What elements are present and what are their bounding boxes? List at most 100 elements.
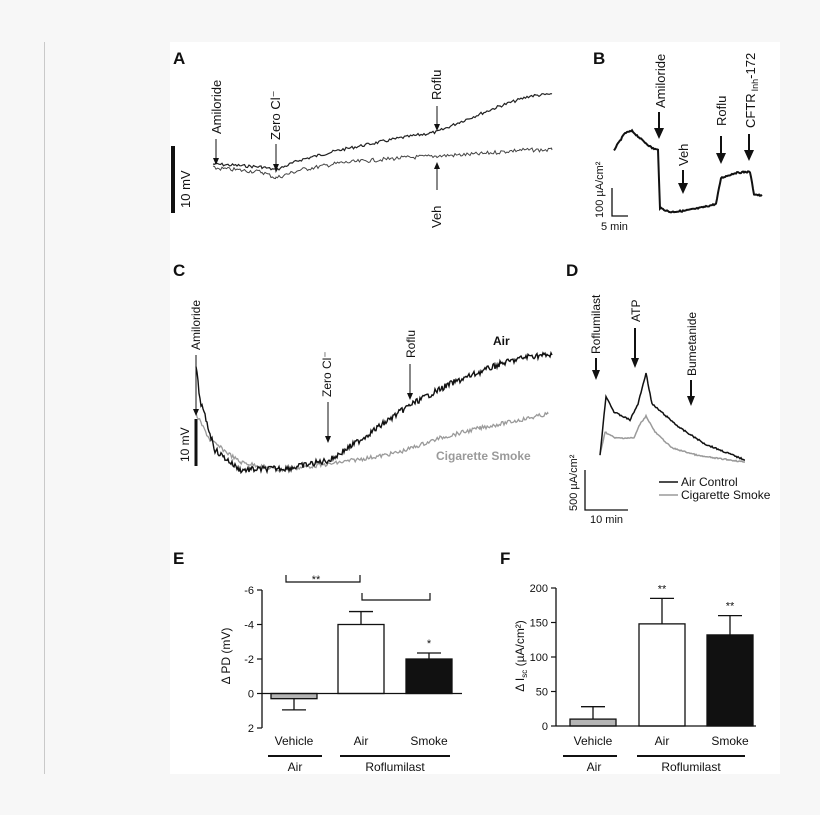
panel-f-sig-smoke: ** <box>726 601 735 613</box>
panel-f-label: F <box>500 549 510 568</box>
panel-b-roflu-label: Roflu <box>714 96 729 126</box>
panel-b-cftr-label: CFTRInh-172 <box>743 53 760 128</box>
panel-e-ytick-label: 2 <box>248 723 254 735</box>
panel-f: F Δ Isc (µA/cm²) 0 50 100 150 200 Vehicle ** A… <box>500 549 756 774</box>
panel-d-scale-bar <box>584 470 628 511</box>
panel-a-trace-roflu <box>212 92 553 174</box>
panel-c-zerocl-arrowhead <box>325 436 331 443</box>
panel-e-category-smoke: Smoke <box>410 734 448 748</box>
panel-d-legend-air: Air Control <box>681 475 738 489</box>
panel-b: B Amiloride Veh Roflu CFTRInh-172 100 µA… <box>593 49 763 233</box>
panel-d-roflumilast-arrowhead <box>592 370 600 380</box>
panel-e: E Δ PD (mV) -6 -4 -2 0 2 Vehicle Air * Smoke **… <box>173 549 462 774</box>
panel-d-trace-smoke <box>599 413 745 463</box>
panel-e-sig-smoke: * <box>427 638 432 650</box>
panel-c: C 10 mV Amiloride Zero Cl⁻ Roflu Air Cig… <box>173 261 553 475</box>
panel-a-trace-veh <box>212 147 553 180</box>
panel-f-bar-smoke <box>706 634 754 727</box>
panel-a: A 10 mV Amiloride Zero Cl⁻ Roflu Veh <box>171 49 553 228</box>
panel-f-group-roflumilast: Roflumilast <box>661 760 721 774</box>
panel-e-ytick-label: -4 <box>244 620 254 632</box>
panel-f-bar-vehicle <box>569 718 617 727</box>
panel-e-label: E <box>173 549 184 568</box>
panel-f-ytick-label: 0 <box>542 721 548 733</box>
panel-b-amiloride-label: Amiloride <box>653 54 668 108</box>
panel-b-scale-x-label: 5 min <box>601 221 628 233</box>
panel-a-roflu-arrowhead <box>434 124 440 131</box>
panel-c-scale-label: 10 mV <box>178 427 192 462</box>
panel-f-sig-air: ** <box>658 583 667 595</box>
panel-f-ylabel: Δ Isc (µA/cm²) <box>513 620 529 692</box>
panel-c-air-label: Air <box>493 334 510 348</box>
panel-e-bars: Vehicle Air * Smoke <box>262 610 462 748</box>
panel-b-scale-y-label: 100 µA/cm² <box>594 161 606 218</box>
panel-a-zerocl-label: Zero Cl⁻ <box>268 91 283 140</box>
panel-d-legend-smoke: Cigarette Smoke <box>681 488 771 502</box>
divider <box>44 42 45 774</box>
panel-c-roflu-label: Roflu <box>404 330 418 358</box>
panel-d-roflumilast-label: Roflumilast <box>589 294 603 354</box>
panel-e-bar-smoke <box>405 658 453 695</box>
panel-e-category-air: Air <box>354 734 369 748</box>
panel-e-group-air: Air <box>288 760 303 774</box>
panel-e-bracket-2 <box>361 593 431 601</box>
panel-f-ytick-label: 200 <box>530 583 548 595</box>
panel-a-veh-label: Veh <box>429 206 444 228</box>
panel-c-roflu-arrowhead <box>407 393 413 400</box>
panel-e-bar-air <box>337 623 385 695</box>
panel-b-trace <box>613 128 763 214</box>
panel-f-category-smoke: Smoke <box>711 734 749 748</box>
panel-c-zerocl-label: Zero Cl⁻ <box>320 351 334 397</box>
panel-e-category-vehicle: Vehicle <box>275 734 314 748</box>
panel-e-ticks: -6 -4 -2 0 2 <box>244 585 262 735</box>
panel-e-ylabel: Δ PD (mV) <box>219 628 233 685</box>
panel-e-bar-vehicle <box>270 692 318 700</box>
panel-e-bracket-1-label: ** <box>312 574 321 586</box>
panel-f-ytick-label: 50 <box>536 687 548 699</box>
panel-c-trace-smoke <box>195 411 549 473</box>
panel-f-group-air: Air <box>587 760 602 774</box>
panel-a-scale-label: 10 mV <box>178 170 193 208</box>
panel-b-veh-label: Veh <box>676 144 691 166</box>
panel-f-ytick-label: 150 <box>530 618 548 630</box>
panel-f-bars: Vehicle ** Air ** Smoke <box>556 583 756 748</box>
panel-d-atp-arrowhead <box>631 358 639 368</box>
panel-e-ytick-label: 0 <box>248 689 254 701</box>
panel-a-label: A <box>173 49 185 68</box>
panel-b-veh-arrowhead <box>678 183 688 194</box>
panel-a-amiloride-label: Amiloride <box>209 80 224 134</box>
panel-d-atp-label: ATP <box>629 300 643 322</box>
panel-d-label: D <box>566 261 578 280</box>
panel-e-group-roflumilast: Roflumilast <box>365 760 425 774</box>
panel-b-cftr-arrowhead <box>744 150 754 161</box>
panel-a-roflu-label: Roflu <box>429 70 444 100</box>
panel-a-veh-arrowhead <box>434 162 440 169</box>
panel-a-amiloride-arrowhead <box>213 158 219 165</box>
panel-e-ytick-label: -6 <box>244 585 254 597</box>
panel-f-category-air: Air <box>655 734 670 748</box>
panel-d-bumetanide-arrowhead <box>687 396 695 406</box>
panel-d: D Roflumilast ATP Bumetanide Air Control… <box>566 261 771 526</box>
panel-c-label: C <box>173 261 185 280</box>
panel-b-roflu-arrowhead <box>716 153 726 164</box>
panel-d-scale-x-label: 10 min <box>590 514 623 526</box>
panel-f-bar-air <box>638 623 686 727</box>
panel-f-ticks: 0 50 100 150 200 <box>530 583 556 733</box>
panel-c-trace-air <box>195 350 553 475</box>
panel-c-amiloride-label: Amiloride <box>189 300 203 350</box>
panel-f-ytick-label: 100 <box>530 652 548 664</box>
panel-b-scale-bar <box>611 188 628 217</box>
panel-f-category-vehicle: Vehicle <box>574 734 613 748</box>
panel-b-amiloride-arrowhead <box>654 128 664 139</box>
panel-d-bumetanide-label: Bumetanide <box>685 312 699 376</box>
panel-a-zerocl-arrowhead <box>273 164 279 171</box>
panel-d-trace-air <box>599 372 745 461</box>
panel-b-label: B <box>593 49 605 68</box>
panel-e-bracket-1 <box>285 575 361 583</box>
panel-c-smoke-label: Cigarette Smoke <box>436 449 531 463</box>
panel-c-amiloride-arrowhead <box>193 409 199 416</box>
panel-e-ytick-label: -2 <box>244 654 254 666</box>
panel-d-scale-y-label: 500 µA/cm² <box>568 454 580 511</box>
